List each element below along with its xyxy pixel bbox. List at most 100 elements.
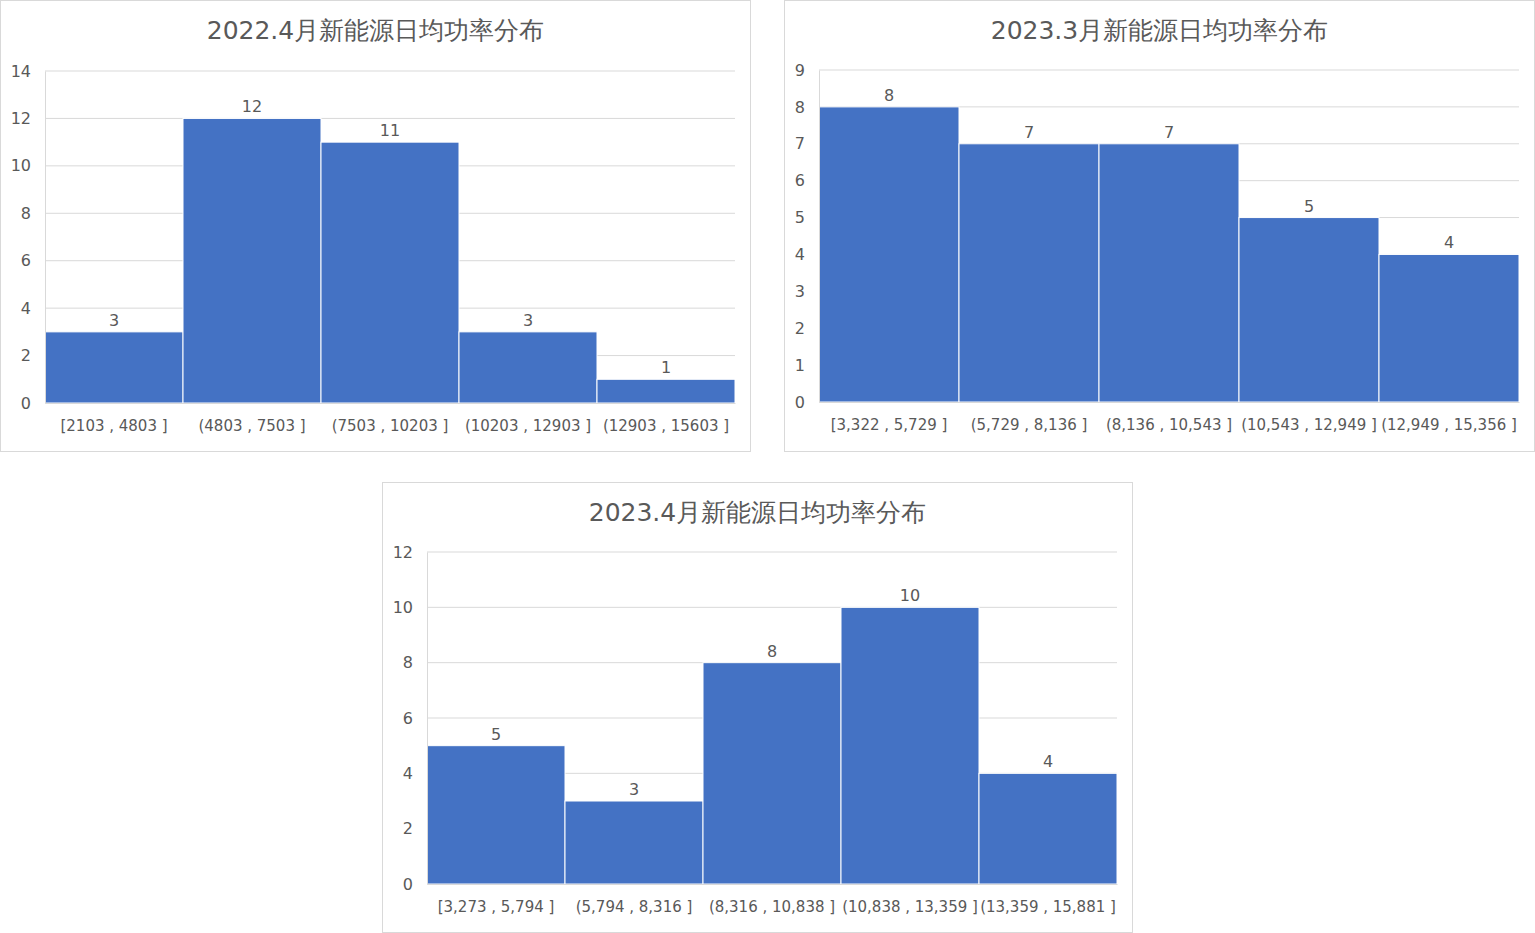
tick: [3,273 , 5,794 ] — [438, 884, 555, 916]
tick: (8,136 , 10,543 ] — [1106, 402, 1232, 434]
tick-label: 5 — [795, 208, 805, 227]
tick: 1 — [795, 356, 819, 375]
grid-line — [45, 118, 735, 119]
tick: 8 — [403, 653, 427, 672]
tick-label: 8 — [403, 653, 413, 672]
grid-line — [819, 70, 1519, 71]
tick-label: (5,729 , 8,136 ] — [971, 416, 1088, 434]
tick-label: 6 — [21, 251, 31, 270]
tick-label: [2103 , 4803 ] — [60, 417, 167, 435]
panel-frame — [1, 1, 751, 452]
tick-label: (10203 , 12903 ] — [465, 417, 591, 435]
tick-label: (12903 , 15603 ] — [603, 417, 729, 435]
tick-label: 14 — [11, 62, 31, 81]
tick-label: (10,543 , 12,949 ] — [1241, 416, 1377, 434]
tick: (13,359 , 15,881 ] — [980, 884, 1116, 916]
tick-label: 10 — [393, 598, 413, 617]
chart-title: 2023.4月新能源日均功率分布 — [589, 498, 926, 527]
tick-label: (13,359 , 15,881 ] — [980, 898, 1116, 916]
y-axis: 02468101214 — [11, 62, 46, 413]
tick-label: 0 — [403, 875, 413, 894]
grid — [427, 552, 1117, 884]
tick-label: 0 — [795, 393, 805, 412]
data-label: 5 — [491, 725, 501, 744]
tick: (5,794 , 8,316 ] — [576, 884, 693, 916]
chart-panel: 2023.3月新能源日均功率分布0123456789[3,322 , 5,729… — [785, 1, 1535, 452]
grid-line — [427, 552, 1117, 553]
tick-label: 12 — [393, 543, 413, 562]
axis-line — [427, 553, 428, 885]
data-label: 5 — [1304, 197, 1314, 216]
tick: (10,543 , 12,949 ] — [1241, 402, 1377, 434]
data-label: 8 — [767, 642, 777, 661]
y-axis: 024681012 — [393, 543, 428, 894]
tick: 6 — [21, 251, 45, 270]
axis-line — [820, 402, 1520, 403]
tick: 6 — [403, 709, 427, 728]
data-label: 11 — [380, 121, 400, 140]
axis-line — [819, 71, 820, 403]
tick-label: 8 — [795, 98, 805, 117]
tick: (12,949 , 15,356 ] — [1381, 402, 1517, 434]
grid — [45, 71, 735, 403]
tick: 0 — [403, 875, 427, 894]
tick-label: 4 — [795, 245, 805, 264]
data-label: 8 — [884, 86, 894, 105]
data-labels: 87754 — [884, 86, 1454, 253]
x-axis: [2103 , 4803 ] (4803 , 7503 ] (7503 , 1020… — [46, 403, 736, 435]
bar — [959, 144, 1099, 402]
bar — [979, 773, 1117, 884]
grid-line — [427, 607, 1117, 608]
bar — [703, 663, 841, 884]
tick: 2 — [795, 319, 819, 338]
y-axis: 0123456789 — [795, 61, 820, 412]
tick: 10 — [11, 156, 45, 175]
data-label: 3 — [523, 311, 533, 330]
bar — [321, 142, 459, 403]
panel-frame — [785, 1, 1535, 452]
chart-panel: 2022.4月新能源日均功率分布02468101214[2103 , 4803 … — [1, 1, 751, 452]
tick: 12 — [393, 543, 427, 562]
tick-label: [3,273 , 5,794 ] — [438, 898, 555, 916]
axis-line — [428, 884, 1118, 885]
axis-line — [45, 72, 46, 404]
tick: (10,838 , 13,359 ] — [842, 884, 978, 916]
tick-label: (10,838 , 13,359 ] — [842, 898, 978, 916]
data-labels: 3121131 — [109, 97, 671, 377]
chart-title: 2023.3月新能源日均功率分布 — [991, 16, 1328, 45]
bars — [427, 607, 1117, 884]
bar — [819, 107, 959, 402]
data-label: 7 — [1024, 123, 1034, 142]
tick-label: 2 — [403, 819, 413, 838]
tick-label: 0 — [21, 394, 31, 413]
bar — [459, 332, 597, 403]
tick-label: (8,316 , 10,838 ] — [709, 898, 835, 916]
tick-label: 6 — [403, 709, 413, 728]
bars — [45, 118, 735, 403]
chart-panel: 2023.4月新能源日均功率分布 0 2 4 6 8 10 12 [3,273 , 5,794 … — [383, 483, 1133, 933]
tick: 14 — [11, 62, 45, 81]
tick-label: 1 — [795, 356, 805, 375]
tick: 2 — [403, 819, 427, 838]
data-label: 3 — [629, 780, 639, 799]
panel-frame — [383, 483, 1133, 933]
tick: (5,729 , 8,136 ] — [971, 402, 1088, 434]
tick: 10 — [393, 598, 427, 617]
tick-label: 4 — [21, 299, 31, 318]
bar — [183, 118, 321, 403]
tick: 8 — [795, 98, 819, 117]
tick: 0 — [21, 394, 45, 413]
data-labels: 538104 — [491, 586, 1053, 799]
grid — [819, 70, 1519, 402]
tick: 9 — [795, 61, 819, 80]
data-label: 7 — [1164, 123, 1174, 142]
tick-label: (12,949 , 15,356 ] — [1381, 416, 1517, 434]
tick: (4803 , 7503 ] — [198, 403, 305, 435]
tick: (8,316 , 10,838 ] — [709, 884, 835, 916]
tick: (7503 , 10203 ] — [332, 403, 449, 435]
tick: 8 — [21, 204, 45, 223]
data-label: 4 — [1043, 752, 1053, 771]
tick: 2 — [21, 346, 45, 365]
tick-label: 3 — [795, 282, 805, 301]
tick-label: (4803 , 7503 ] — [198, 417, 305, 435]
